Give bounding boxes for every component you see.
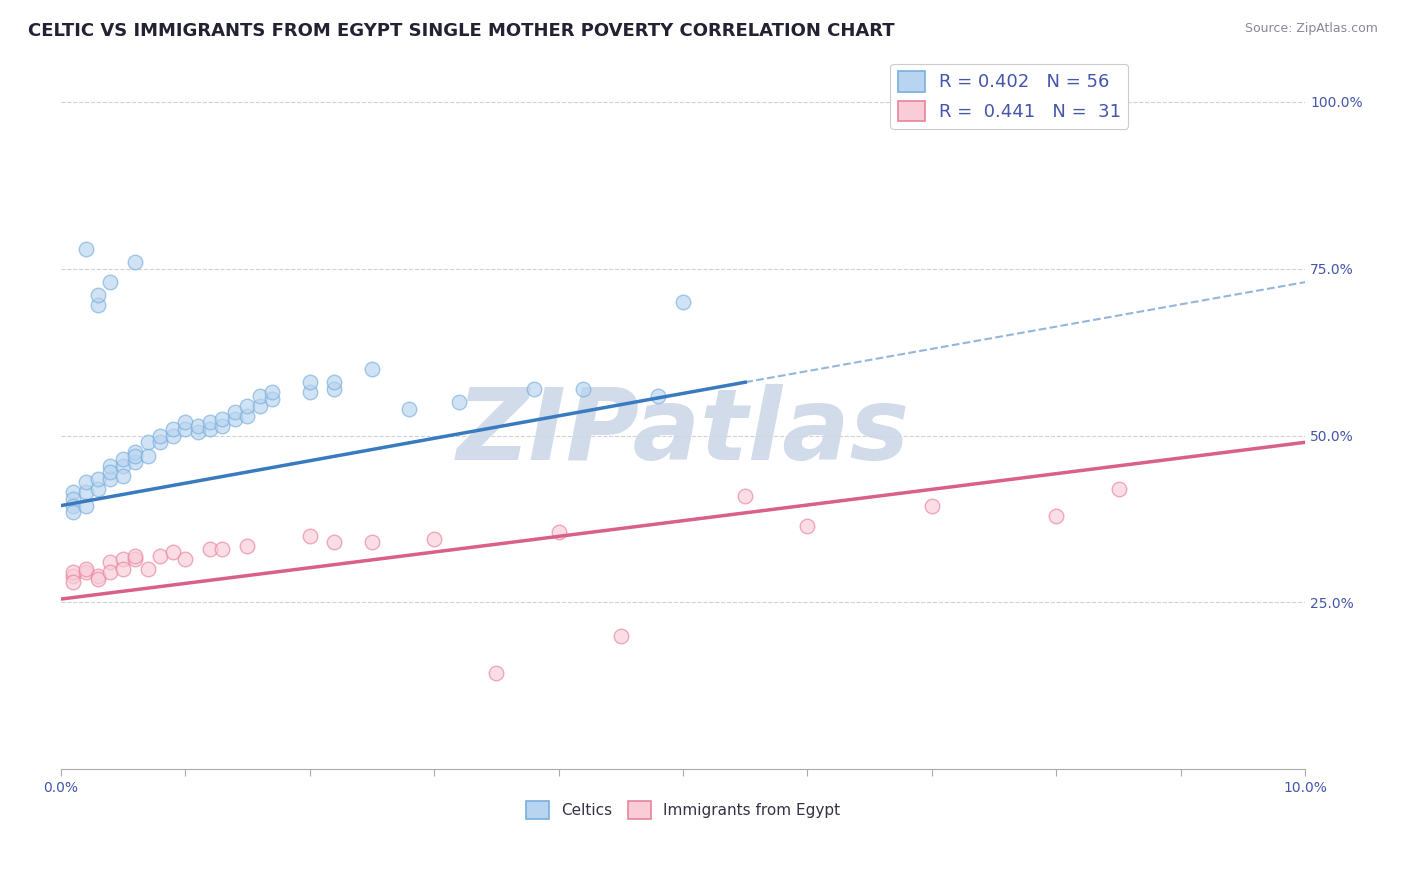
Point (111, 468, 134, 483)
Text: ZIPatlas: ZIPatlas (457, 384, 910, 482)
Point (298, 385, 321, 400)
Point (485, 665, 508, 680)
Point (224, 412, 246, 426)
Point (100, 275, 122, 289)
Text: Source: ZipAtlas.com: Source: ZipAtlas.com (1244, 22, 1378, 36)
Point (547, 525, 569, 540)
Point (198, 542, 221, 557)
Point (62, 485, 84, 500)
Point (249, 399, 271, 413)
Point (100, 472, 122, 486)
Point (100, 458, 122, 473)
Point (447, 395, 470, 409)
Point (136, 562, 159, 576)
Point (523, 382, 546, 396)
Point (360, 362, 382, 376)
Point (62, 499, 84, 513)
Point (136, 435, 159, 450)
Point (87, 298, 110, 312)
Point (360, 535, 382, 549)
Point (111, 562, 134, 576)
Point (124, 255, 146, 269)
Point (75, 242, 97, 256)
Point (198, 415, 221, 429)
Point (298, 375, 321, 389)
Point (149, 549, 172, 563)
Point (100, 465, 122, 479)
Point (136, 449, 159, 463)
Point (162, 422, 184, 436)
Point (124, 455, 146, 469)
Point (921, 499, 943, 513)
Point (323, 375, 346, 389)
Point (249, 388, 271, 402)
Point (124, 549, 146, 563)
Point (87, 288, 110, 302)
Point (75, 475, 97, 490)
Point (174, 415, 197, 429)
Point (75, 499, 97, 513)
Point (62, 568, 84, 582)
Point (1045, 508, 1067, 523)
Point (423, 532, 446, 546)
Point (124, 445, 146, 459)
Point (87, 572, 110, 586)
Point (187, 418, 209, 433)
Point (323, 382, 346, 396)
Point (398, 401, 420, 416)
Point (75, 562, 97, 576)
Point (111, 452, 134, 467)
Point (224, 405, 246, 419)
Point (198, 422, 221, 436)
Point (124, 449, 146, 463)
Point (211, 542, 233, 557)
Point (672, 295, 695, 310)
Point (610, 629, 633, 643)
Text: CELTIC VS IMMIGRANTS FROM EGYPT SINGLE MOTHER POVERTY CORRELATION CHART: CELTIC VS IMMIGRANTS FROM EGYPT SINGLE M… (28, 22, 894, 40)
Point (187, 425, 209, 440)
Point (149, 428, 172, 442)
Point (647, 388, 669, 402)
Point (162, 428, 184, 442)
Point (162, 545, 184, 559)
Point (211, 418, 233, 433)
Point (62, 566, 84, 580)
Point (87, 482, 110, 496)
Point (211, 412, 233, 426)
Point (62, 575, 84, 590)
Point (100, 566, 122, 580)
Point (298, 529, 321, 543)
Point (87, 472, 110, 486)
Point (62, 491, 84, 506)
Point (796, 518, 818, 533)
Point (262, 385, 284, 400)
Point (174, 552, 197, 566)
Point (174, 422, 197, 436)
Point (236, 409, 259, 423)
Point (323, 535, 346, 549)
Legend: Celtics, Immigrants from Egypt: Celtics, Immigrants from Egypt (520, 795, 846, 825)
Point (1108, 482, 1130, 496)
Point (62, 505, 84, 519)
Point (100, 555, 122, 569)
Point (75, 485, 97, 500)
Point (124, 552, 146, 566)
Point (236, 399, 259, 413)
Point (734, 489, 756, 503)
Point (111, 458, 134, 473)
Point (262, 392, 284, 406)
Point (236, 539, 259, 553)
Point (75, 566, 97, 580)
Point (87, 568, 110, 582)
Point (111, 552, 134, 566)
Point (572, 382, 595, 396)
Point (149, 435, 172, 450)
